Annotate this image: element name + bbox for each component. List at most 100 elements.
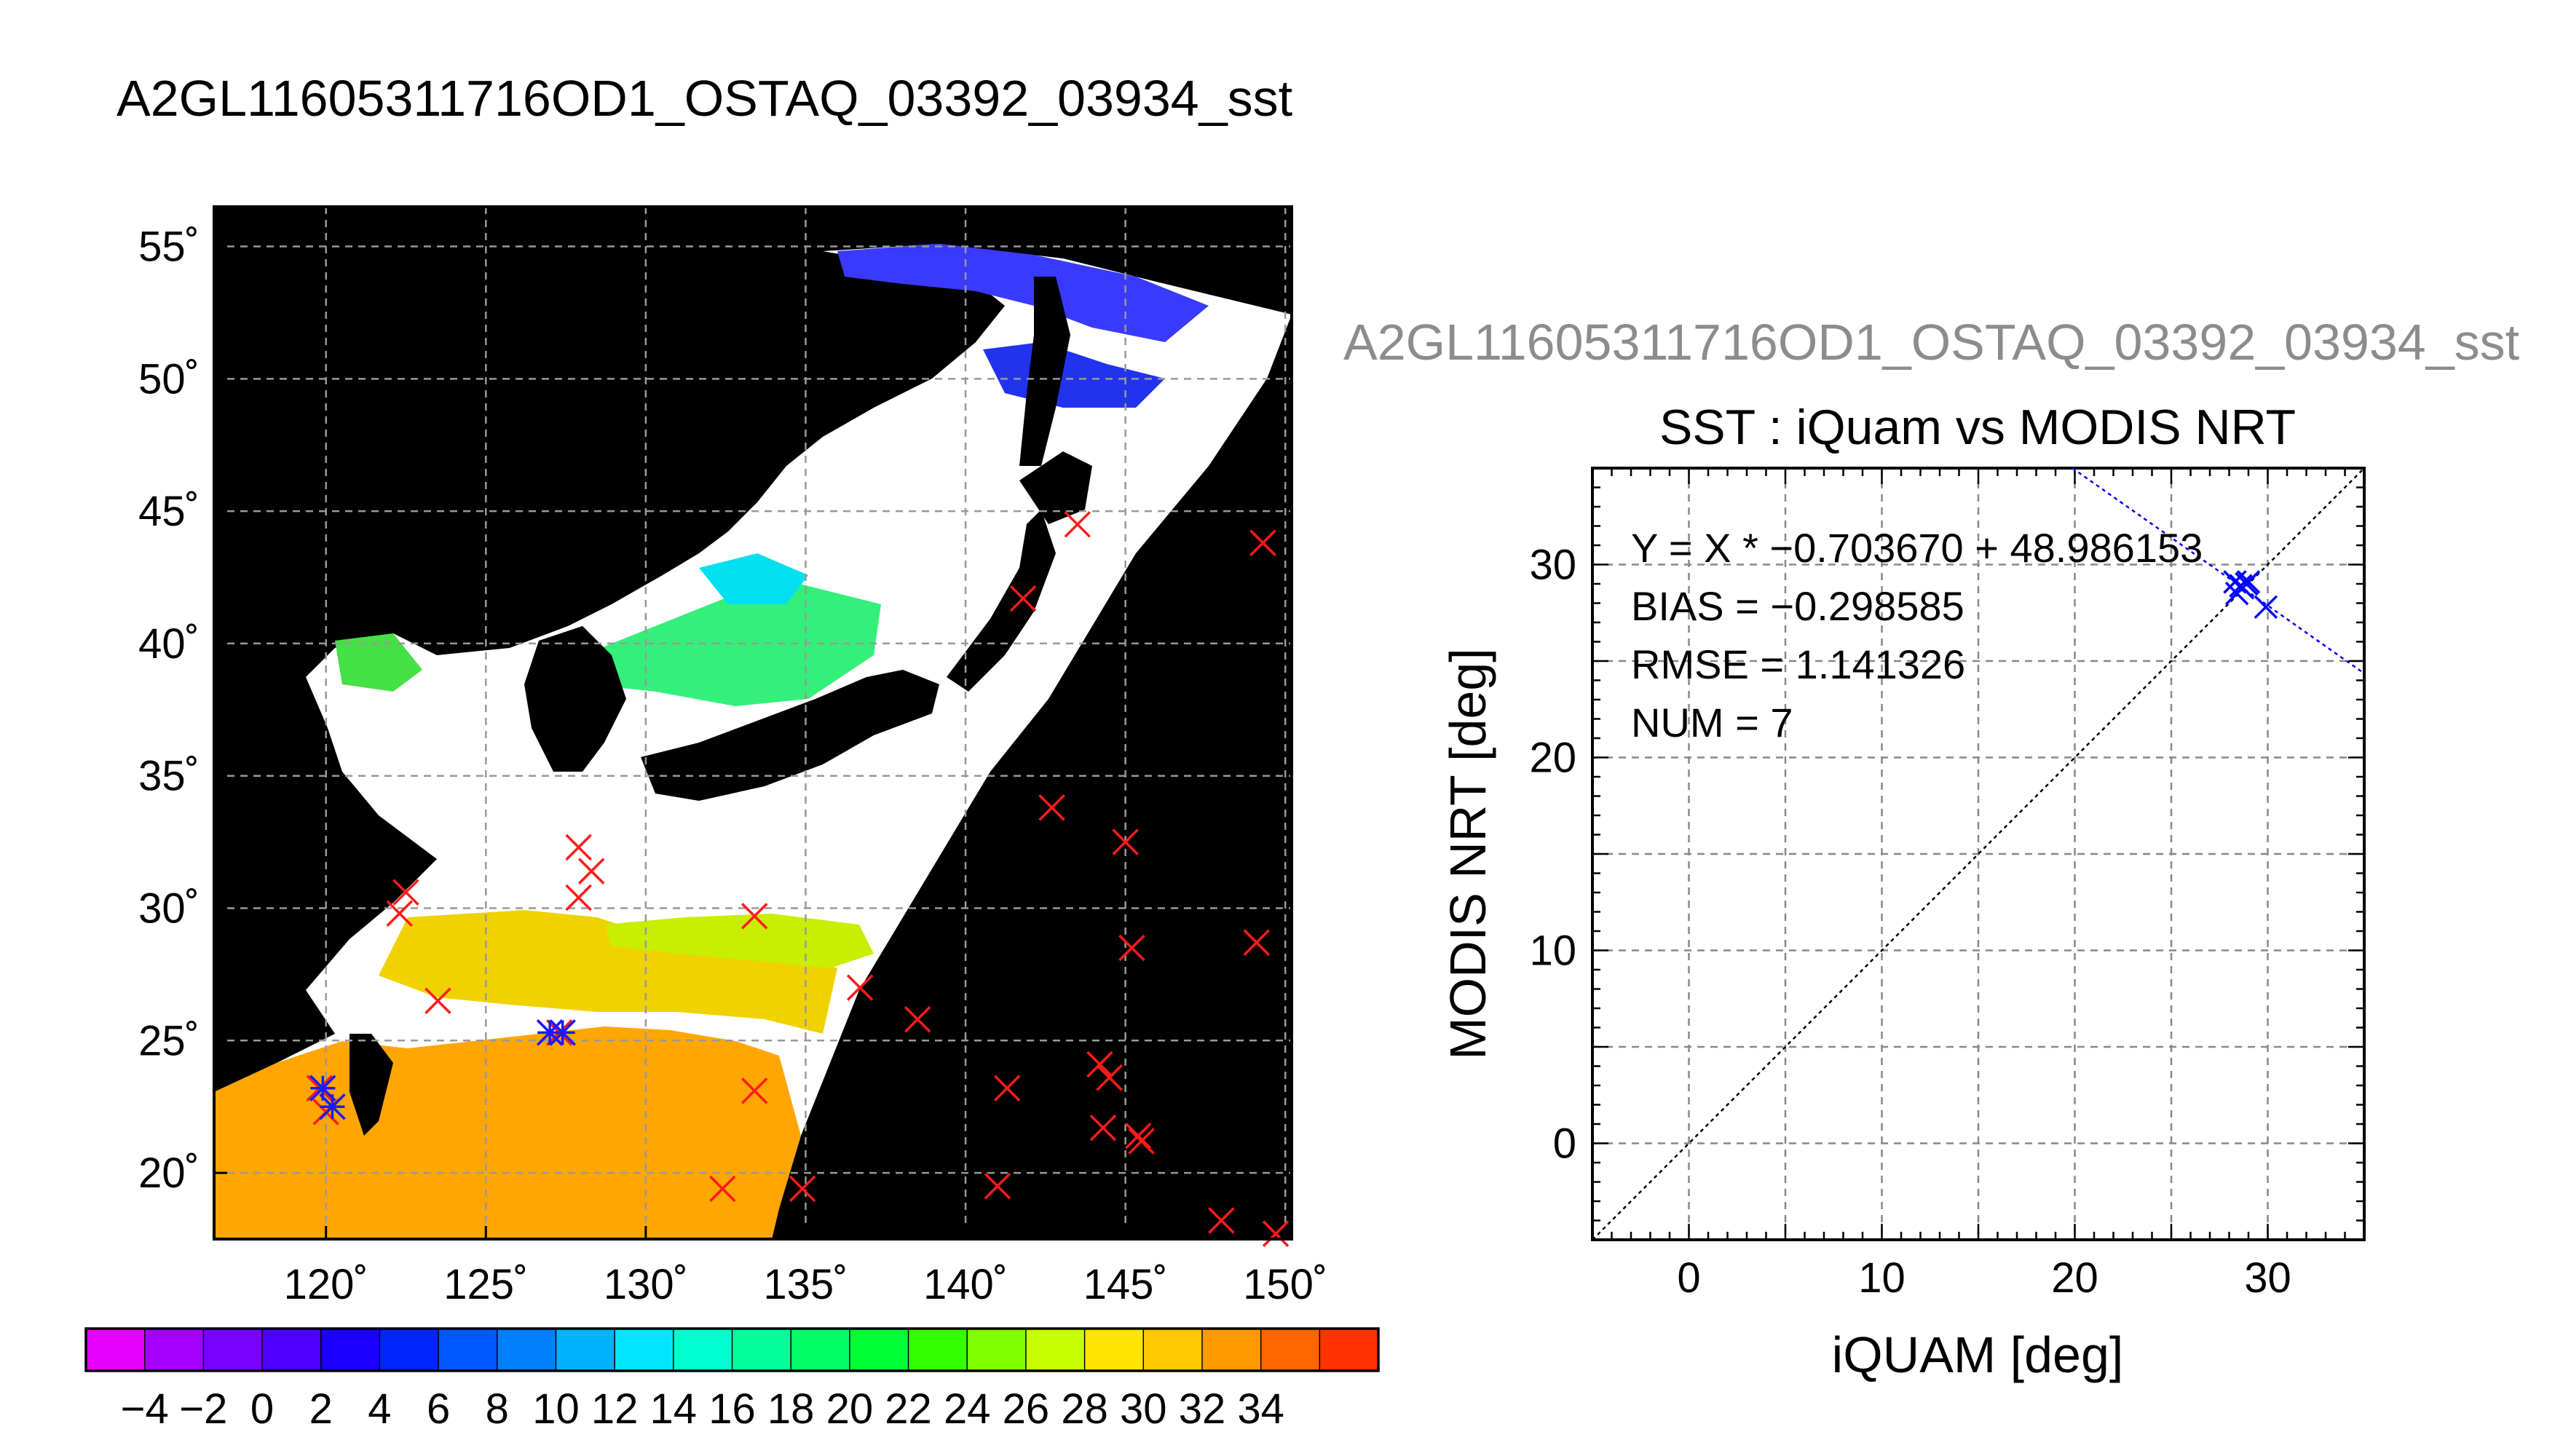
- map-lon-label: 135˚: [763, 1261, 848, 1308]
- stats-bias: BIAS = −0.298585: [1631, 583, 1964, 629]
- map-lat-label: 30˚: [138, 885, 200, 933]
- scatter-ticks: 0 10 20 30 0 10 20 30: [1529, 467, 2366, 1302]
- map-lon-label: 150˚: [1243, 1261, 1327, 1308]
- scatter-lines: [1592, 467, 2365, 1241]
- scatter-ytick-label: 10: [1529, 927, 1576, 975]
- map-title: A2GL11605311716OD1_OSTAQ_03392_03934_sst: [117, 70, 1293, 127]
- map-grid: [214, 207, 1292, 1239]
- map-marker-iquam: [565, 884, 592, 911]
- map-marker-iquam: [741, 903, 768, 930]
- stats-box: Y = X * −0.703670 + 48.986153 BIAS = −0.…: [1631, 525, 2203, 745]
- colorbar-cell: [908, 1329, 968, 1371]
- colorbar-cell: [144, 1329, 204, 1371]
- colorbar-cell: [438, 1329, 498, 1371]
- map-marker-iquam: [1243, 929, 1270, 957]
- map-marker-iquam: [1086, 1051, 1113, 1078]
- colorbar-label: −4: [121, 1385, 169, 1433]
- colorbar-label: 22: [885, 1385, 932, 1433]
- map-lat-label: 40˚: [138, 620, 200, 668]
- colorbar-cell: [320, 1329, 380, 1371]
- colorbar-cell: [203, 1329, 263, 1371]
- colorbar-label: 14: [650, 1385, 698, 1433]
- colorbar-label: 0: [250, 1385, 274, 1433]
- fit-line: [2072, 467, 2365, 675]
- scatter-points: [2223, 570, 2278, 620]
- map-marker-iquam: [577, 858, 605, 885]
- map-marker-iquam: [1009, 585, 1037, 612]
- colorbar-label: −2: [179, 1385, 227, 1433]
- colorbar-cell: [1143, 1329, 1203, 1371]
- scatter-xlabel: iQUAM [deg]: [1832, 1326, 2124, 1383]
- map-marker-iquam: [709, 1175, 736, 1203]
- scatter-ytick-label: 30: [1529, 542, 1576, 589]
- scatter-ytick-label: 20: [1529, 735, 1576, 782]
- colorbar-label: 24: [944, 1385, 991, 1433]
- map-marker-iquam: [1112, 828, 1139, 855]
- colorbar-labels: −4 −2 0 2 4 6 8 10 12 14 16 18 20 22 24 26 28 30 32 34: [121, 1385, 1284, 1433]
- map-marker-match: [319, 1093, 346, 1120]
- colorbar-label: 20: [826, 1385, 874, 1433]
- map-lon-label: 120˚: [284, 1261, 368, 1308]
- map-lon-label: 140˚: [923, 1261, 1008, 1308]
- colorbar-cells: [84, 1327, 1380, 1372]
- scatter-xtick-label: 0: [1677, 1254, 1700, 1302]
- scatter-point: [2236, 570, 2261, 594]
- map-lon-label: 125˚: [443, 1261, 528, 1308]
- colorbar-label: 2: [309, 1385, 333, 1433]
- colorbar-cell: [379, 1329, 439, 1371]
- colorbar-label: 26: [1003, 1385, 1050, 1433]
- scatter-ylabel: MODIS NRT [deg]: [1440, 648, 1496, 1059]
- colorbar-frame: [84, 1327, 1380, 1372]
- scatter-title: SST : iQuam vs MODIS NRT: [1659, 400, 2296, 455]
- map-marker-iquam: [904, 1005, 931, 1033]
- colorbar-cell: [967, 1329, 1027, 1371]
- map-swath: [214, 244, 1292, 1239]
- map-markers: [306, 511, 1290, 1247]
- stats-fit: Y = X * −0.703670 + 48.986153: [1631, 525, 2203, 571]
- colorbar-cell: [673, 1329, 732, 1371]
- map-marker-iquam: [1064, 511, 1091, 538]
- map-lat-label: 55˚: [138, 223, 200, 271]
- map-lon-label: 130˚: [604, 1261, 688, 1308]
- colorbar-cell: [1260, 1329, 1320, 1371]
- map-marker-iquam: [1038, 794, 1065, 821]
- map-marker-iquam: [565, 834, 592, 861]
- map-marker-iquam: [993, 1075, 1021, 1101]
- colorbar-cell: [86, 1329, 146, 1371]
- colorbar-cell: [791, 1329, 850, 1371]
- scatter-ytick-label: 0: [1553, 1120, 1576, 1168]
- map-marker-iquam: [984, 1173, 1011, 1200]
- map-lat-label: 50˚: [138, 355, 200, 403]
- map-marker-iquam: [1262, 1220, 1290, 1247]
- map-marker-iquam: [789, 1175, 816, 1203]
- map-marker-iquam: [1089, 1115, 1117, 1142]
- scatter-file-title: A2GL11605311716OD1_OSTAQ_03392_03934_sst: [1343, 314, 2520, 371]
- stats-num: NUM = 7: [1631, 700, 1793, 745]
- colorbar-label: 18: [767, 1385, 815, 1433]
- scatter-xtick-label: 30: [2244, 1254, 2291, 1302]
- map-lat-label: 25˚: [138, 1017, 200, 1064]
- colorbar-cell: [732, 1329, 791, 1371]
- colorbar-cell: [262, 1329, 322, 1371]
- colorbar-cell: [1319, 1329, 1379, 1371]
- map-lon-label: 145˚: [1083, 1261, 1168, 1308]
- colorbar-cell: [615, 1329, 674, 1371]
- scatter-point: [2254, 595, 2278, 620]
- map-marker-iquam: [424, 987, 451, 1015]
- colorbar-label: 6: [427, 1385, 450, 1433]
- colorbar-cell: [1025, 1329, 1086, 1371]
- map-marker-match: [549, 1019, 576, 1046]
- colorbar-label: 10: [532, 1385, 580, 1433]
- colorbar-label: 28: [1061, 1385, 1108, 1433]
- map-marker-iquam: [1096, 1064, 1123, 1091]
- scatter-grid: [1592, 468, 2364, 1240]
- map-marker-iquam: [1124, 1122, 1152, 1150]
- colorbar-label: 4: [368, 1385, 391, 1433]
- map-marker-iquam: [1128, 1128, 1155, 1155]
- map-axis-labels: 120˚ 125˚ 130˚ 135˚ 140˚ 145˚ 150˚ 55˚ 50˚ 45˚ 40˚…: [138, 223, 1327, 1308]
- colorbar-cell: [849, 1329, 909, 1371]
- scatter-xtick-label: 10: [1858, 1254, 1906, 1302]
- map-marker-iquam: [1118, 934, 1145, 962]
